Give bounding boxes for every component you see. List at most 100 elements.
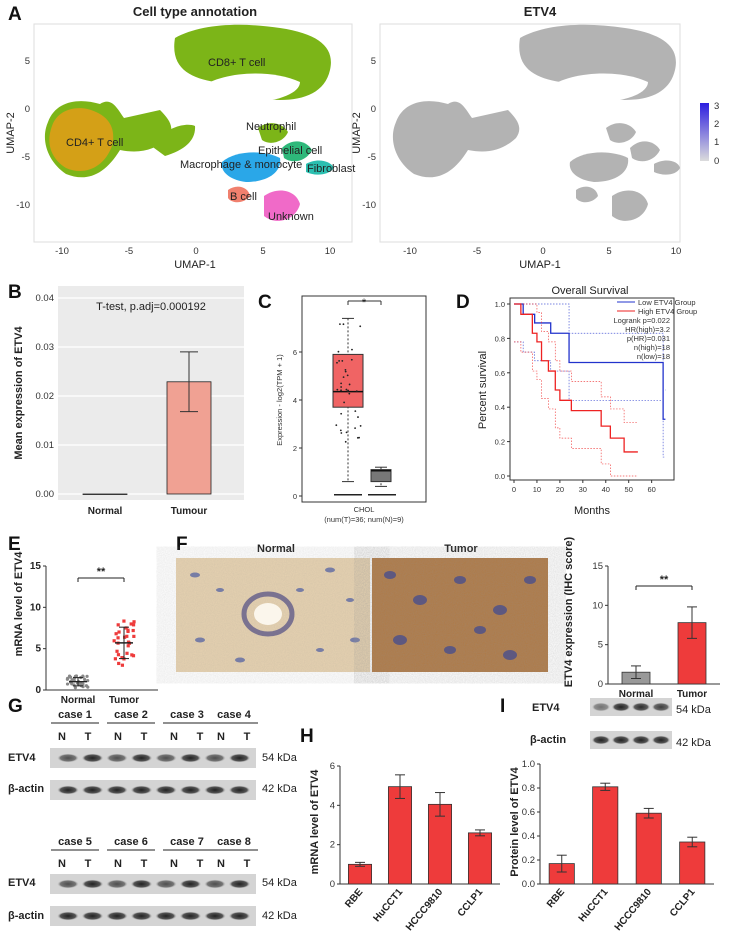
x-tick-label: Tumor bbox=[677, 689, 707, 700]
actin-blot-strip bbox=[50, 906, 256, 926]
case-label: case 3 bbox=[170, 709, 204, 721]
western-i-blots bbox=[590, 698, 672, 749]
y-tick-label: 0.0 bbox=[522, 879, 535, 890]
data-point bbox=[122, 619, 126, 623]
y-tick-label: 10 bbox=[30, 602, 42, 613]
case-label: case 2 bbox=[114, 709, 148, 721]
data-point bbox=[126, 628, 130, 632]
data-point bbox=[130, 653, 134, 657]
data-point bbox=[338, 360, 341, 362]
x-tick-label: HCCC9810 bbox=[613, 887, 655, 934]
cluster-macrophage bbox=[221, 152, 281, 182]
lane-label-n: N bbox=[170, 858, 178, 870]
actin-band bbox=[179, 911, 202, 921]
actin-band bbox=[204, 785, 226, 795]
y-tick-label: 0 bbox=[330, 879, 335, 890]
box bbox=[370, 469, 392, 483]
bar bbox=[467, 832, 492, 885]
chart-e-ylabel: mRNA level of ETV4 bbox=[13, 551, 25, 657]
x-tick-label: CCLP1 bbox=[456, 887, 486, 920]
actin-band bbox=[631, 735, 651, 745]
umap-left-xlabel: UMAP-1 bbox=[174, 259, 216, 271]
data-point bbox=[339, 429, 342, 432]
colorbar-tick: 3 bbox=[714, 101, 719, 112]
data-point bbox=[359, 425, 362, 427]
case-label: case 7 bbox=[170, 836, 204, 848]
box bbox=[332, 353, 364, 408]
actin-band bbox=[179, 785, 202, 795]
y-tick-label: 0 bbox=[35, 685, 41, 696]
etv4-band bbox=[591, 702, 611, 712]
x-tick-label: 30 bbox=[579, 485, 587, 494]
etv4-blot-strip bbox=[50, 874, 256, 894]
data-point bbox=[337, 350, 340, 353]
y-tick-label: 0 bbox=[293, 492, 297, 501]
bar bbox=[387, 786, 412, 885]
panel-letter-a: A bbox=[8, 4, 22, 25]
bar bbox=[635, 812, 662, 885]
cluster-b-cell bbox=[228, 186, 250, 203]
chart-i: 0.0 0.2 0.4 0.6 0.8 1.0 RBE HuCCT1 HCCC9810 CCLP1… bbox=[509, 759, 714, 933]
xtick: 5 bbox=[260, 246, 265, 257]
data-point bbox=[115, 649, 119, 653]
data-point bbox=[113, 657, 117, 661]
actin-band bbox=[228, 785, 251, 795]
x-tick-label: HuCCT1 bbox=[372, 887, 406, 925]
data-point bbox=[117, 661, 121, 666]
xtick: -5 bbox=[125, 246, 133, 257]
cluster-fibroblast bbox=[306, 160, 334, 175]
data-point bbox=[340, 382, 343, 385]
etv4-band bbox=[179, 879, 202, 889]
data-point bbox=[355, 390, 358, 393]
data-point bbox=[344, 440, 347, 443]
y-tick-label: 0.2 bbox=[522, 855, 535, 866]
x-tick-label: RBE bbox=[343, 887, 365, 910]
case-label: case 6 bbox=[114, 836, 148, 848]
umap-left-frame bbox=[33, 23, 353, 243]
data-point bbox=[114, 632, 118, 636]
chart-c-xnote: (num(T)=36; num(N)=9) bbox=[324, 515, 404, 524]
chart-b-background bbox=[58, 286, 244, 500]
lane-label-n: N bbox=[58, 731, 66, 743]
y-tick-label: 1.0 bbox=[522, 759, 535, 770]
xtick: 0 bbox=[540, 246, 545, 257]
etv4-band bbox=[130, 753, 153, 763]
data-point bbox=[131, 654, 136, 658]
y-tick-label: 0.4 bbox=[495, 403, 505, 412]
i-row-label-actin: β-actin bbox=[530, 734, 566, 746]
ytick: 5 bbox=[25, 56, 30, 67]
x-tick-label: CCLP1 bbox=[668, 887, 698, 920]
y-tick-label: 0.03 bbox=[36, 342, 55, 353]
chart-d: Overall Survival 0 10 20 30 40 50 600.00.20.40… bbox=[477, 285, 697, 517]
y-tick-label: 0.00 bbox=[36, 489, 55, 500]
data-point bbox=[345, 388, 348, 391]
chart-c-plot: 0 2 4 6 * bbox=[293, 297, 396, 501]
data-point bbox=[116, 653, 121, 657]
umap-right-xlabel: UMAP-1 bbox=[519, 259, 561, 271]
xtick: -10 bbox=[403, 246, 417, 257]
umap-left-title: Cell type annotation bbox=[133, 4, 257, 19]
x-tick-label: 20 bbox=[556, 485, 564, 494]
actin-band bbox=[57, 911, 79, 921]
lane-label-t: T bbox=[141, 858, 148, 870]
x-tick-label: Tumor bbox=[109, 695, 139, 706]
sig-star: * bbox=[362, 297, 367, 309]
actin-band bbox=[651, 735, 671, 745]
umap-right-hole bbox=[548, 73, 648, 103]
data-point bbox=[123, 635, 127, 639]
y-tick-label: 4 bbox=[293, 396, 297, 405]
etv4-band bbox=[204, 879, 226, 889]
umap-right-frame bbox=[379, 23, 681, 243]
etv4-band bbox=[228, 879, 251, 889]
cluster-neutrophil bbox=[258, 123, 288, 143]
actin-band bbox=[591, 735, 611, 745]
etv4-band bbox=[81, 753, 104, 763]
actin-band bbox=[204, 911, 226, 921]
data-point bbox=[125, 634, 129, 638]
data-point bbox=[348, 383, 351, 386]
chart-i-ylabel: Protein level of ETV4 bbox=[509, 766, 521, 876]
x-tick-label: 60 bbox=[647, 485, 655, 494]
y-tick-label: 2 bbox=[330, 840, 335, 851]
